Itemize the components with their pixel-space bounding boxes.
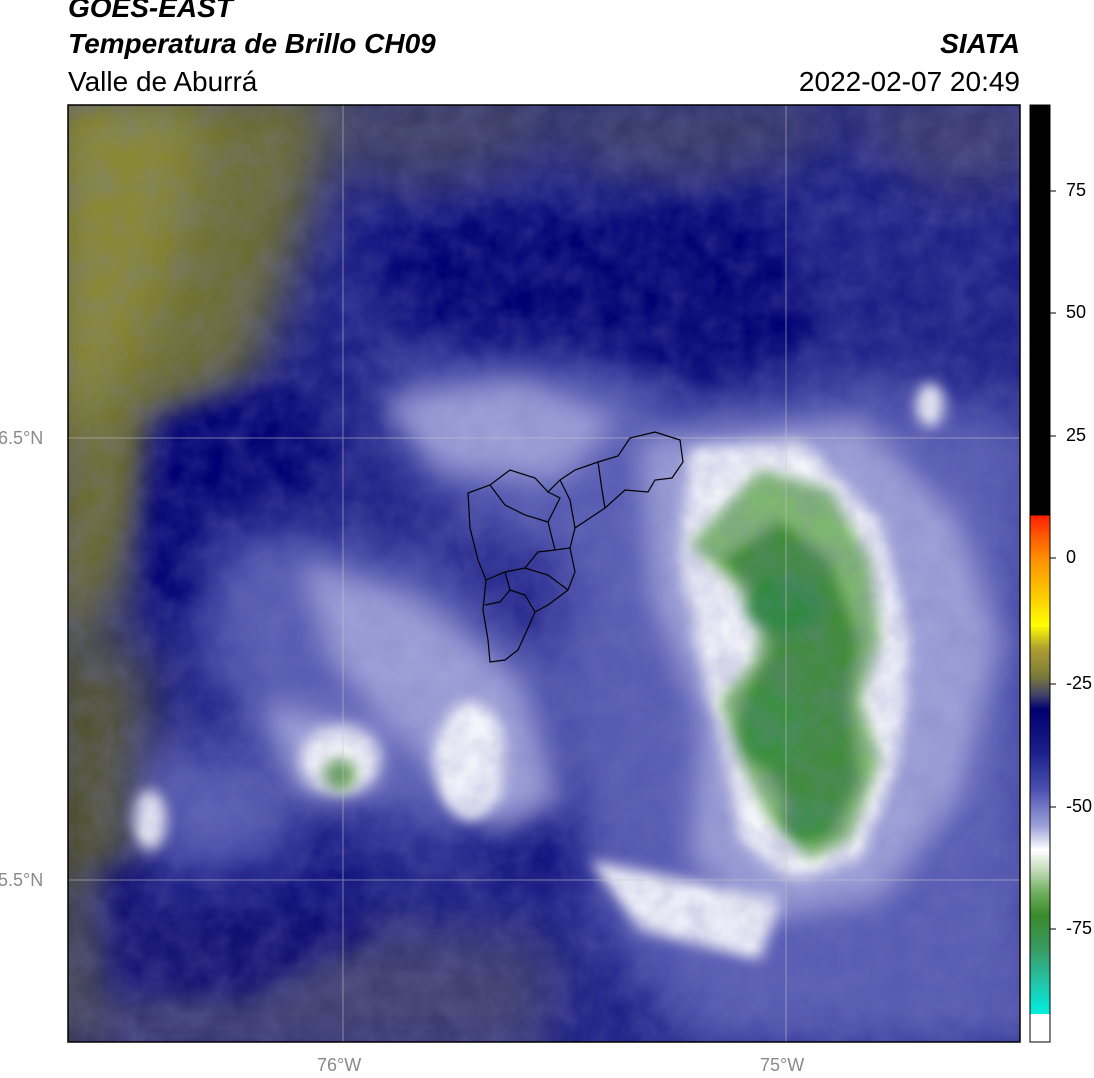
map-frame	[67, 104, 1021, 1043]
datetime-label: 2022-02-07 20:49	[798, 66, 1020, 97]
lat-label-6-5n: 6.5°N	[0, 428, 44, 448]
colorbar-label-0: 0	[1066, 547, 1077, 567]
colorbar-label-neg25: -25	[1066, 673, 1093, 693]
colorbar-label-neg50: -50	[1066, 796, 1093, 816]
colorbar-label-25: 25	[1066, 425, 1087, 445]
lat-label-5-5n: 5.5°N	[0, 870, 44, 890]
colorbar-label-50: 50	[1066, 302, 1087, 322]
organization-label: SIATA	[940, 28, 1020, 59]
region-subtitle: Valle de Aburrá	[68, 66, 258, 97]
colorbar	[1029, 104, 1051, 1043]
lon-label-75w: 75°W	[760, 1055, 805, 1075]
satellite-title: GOES-EAST	[68, 0, 233, 23]
satellite-field	[68, 105, 1020, 1042]
colorbar-label-neg75: -75	[1066, 918, 1093, 938]
colorbar-ticks	[1050, 190, 1056, 930]
municipal-boundaries	[467, 431, 684, 663]
lon-label-76w: 76°W	[317, 1055, 362, 1075]
colorbar-label-75: 75	[1066, 180, 1087, 200]
product-title: Temperatura de Brillo CH09	[68, 28, 436, 59]
gridlines	[68, 105, 1020, 1042]
